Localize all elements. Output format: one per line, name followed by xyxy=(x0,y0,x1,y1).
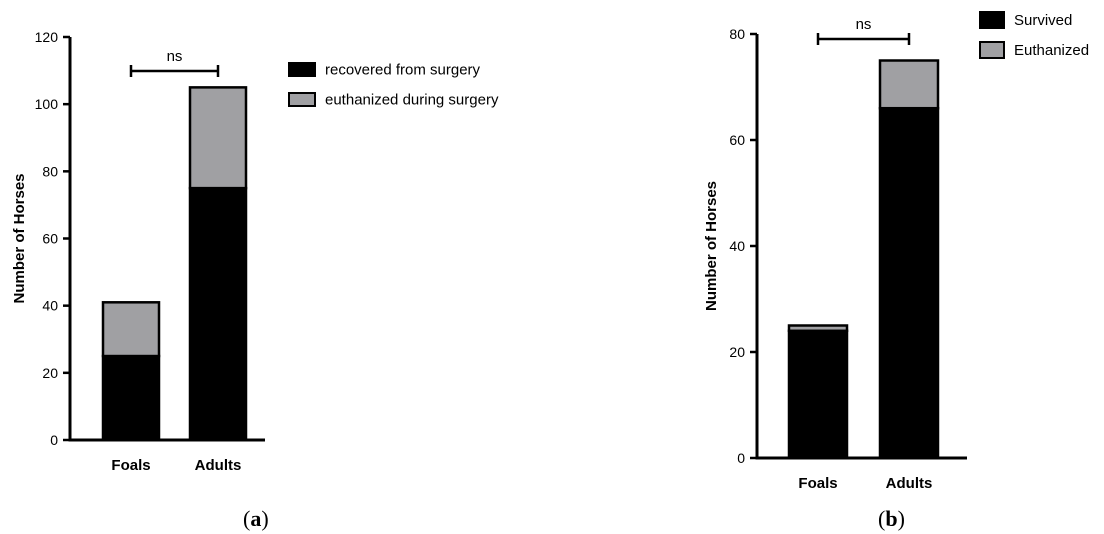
chart-a-bar-adults-bottom xyxy=(188,186,248,442)
chart-b-bar-foals-top xyxy=(787,324,849,333)
chart-a-y-axis-label: Number of Horses xyxy=(11,173,28,303)
chart-b-y-tick-label: 60 xyxy=(729,132,745,148)
chart-a-legend-label: recovered from surgery xyxy=(325,62,481,79)
chart-a-bar-adults-top xyxy=(188,86,248,190)
panel-label-a: (a) xyxy=(243,506,269,531)
chart-b-legend-swatch xyxy=(979,41,1005,59)
chart-a-y-tick-label: 120 xyxy=(35,29,59,45)
chart-a-x-tick-label: Adults xyxy=(195,457,242,474)
chart-b-legend-label: Euthanized xyxy=(1014,42,1089,59)
chart-a-y-tick-label: 80 xyxy=(42,163,58,179)
chart-a-y-tick-label: 0 xyxy=(50,432,58,448)
panel-label-a-text: a xyxy=(250,506,262,531)
chart-a-bar-foals-top xyxy=(101,301,161,358)
chart-b-bar-adults-bottom xyxy=(878,106,940,460)
chart-a-legend-swatch xyxy=(288,92,316,107)
chart-b-bar-foals-bottom xyxy=(787,329,849,460)
chart-a-x-tick-label: Foals xyxy=(111,457,150,474)
chart-b-y-tick-label: 80 xyxy=(729,26,745,42)
chart-a-y-tick-label: 20 xyxy=(42,365,58,381)
chart-b-legend-swatch xyxy=(979,11,1005,29)
chart-a-legend-swatch xyxy=(288,62,316,77)
chart-b-significance-label: ns xyxy=(856,16,872,33)
chart-b-y-tick-label: 40 xyxy=(729,238,745,254)
chart-b-bar-adults-top xyxy=(878,59,940,110)
chart-a-y-tick-label: 60 xyxy=(42,231,58,247)
panel-label-b: (b) xyxy=(878,506,905,531)
chart-a-significance-label: ns xyxy=(167,48,183,65)
chart-a-y-tick-label: 100 xyxy=(35,96,59,112)
chart-b-x-tick-label: Adults xyxy=(886,475,933,492)
chart-b-y-tick-label: 0 xyxy=(737,450,745,466)
chart-a-bar-foals-bottom xyxy=(101,354,161,442)
chart-a-legend-label: euthanized during surgery xyxy=(325,92,499,109)
chart-a-y-tick-label: 40 xyxy=(42,298,58,314)
chart-b-legend-label: Survived xyxy=(1014,12,1072,29)
chart-b-x-tick-label: Foals xyxy=(798,475,837,492)
chart-b-y-tick-label: 20 xyxy=(729,344,745,360)
chart-b-y-axis-label: Number of Horses xyxy=(703,181,720,311)
panel-label-b-text: b xyxy=(885,506,898,531)
